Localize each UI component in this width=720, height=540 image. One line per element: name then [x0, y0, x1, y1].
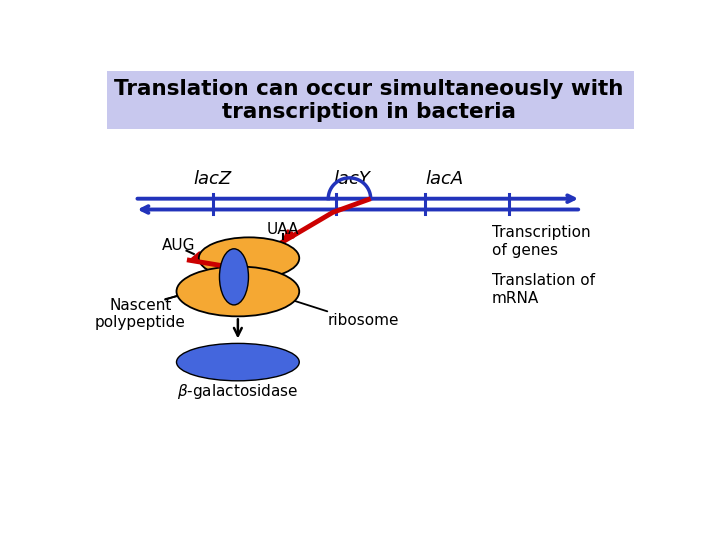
Ellipse shape [220, 249, 248, 305]
Text: Transcription
of genes: Transcription of genes [492, 225, 590, 258]
Text: lacY: lacY [334, 170, 371, 188]
Text: AUG: AUG [161, 238, 195, 253]
Text: ribosome: ribosome [327, 313, 399, 328]
Ellipse shape [176, 266, 300, 316]
Text: $\beta$-galactosidase: $\beta$-galactosidase [177, 382, 299, 401]
Text: lacZ: lacZ [194, 170, 232, 188]
Text: Translation can occur simultaneously with
transcription in bacteria: Translation can occur simultaneously wit… [114, 78, 624, 122]
Text: lacA: lacA [426, 170, 464, 188]
Ellipse shape [199, 238, 300, 279]
Text: Translation of
mRNA: Translation of mRNA [492, 273, 595, 306]
Text: UAA: UAA [266, 221, 299, 237]
Ellipse shape [176, 343, 300, 381]
FancyBboxPatch shape [107, 71, 634, 129]
Text: Nascent
polypeptide: Nascent polypeptide [95, 298, 186, 330]
